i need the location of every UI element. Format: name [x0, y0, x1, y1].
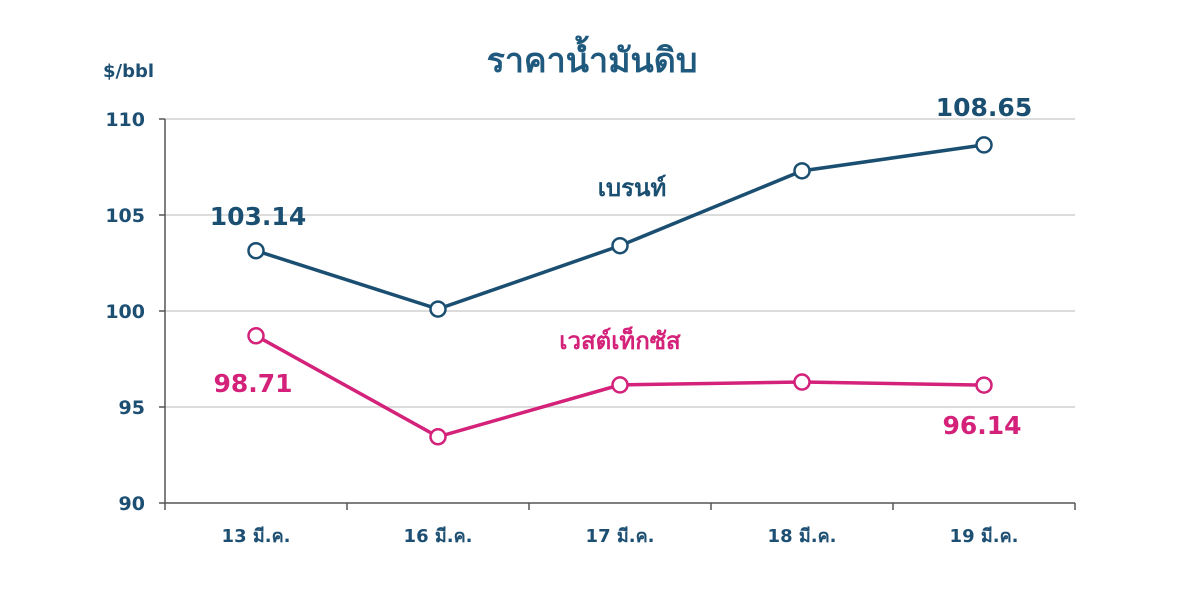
y-tick-label: 90: [119, 493, 145, 515]
series-label: เบรนท์: [598, 174, 667, 202]
data-point: [793, 373, 811, 391]
x-tick-label: 13 มี.ค.: [222, 526, 291, 547]
data-point: [247, 327, 265, 345]
data-point: [975, 376, 993, 394]
y-axis-label: $/bbl: [103, 61, 154, 82]
data-label: 108.65: [936, 93, 1032, 122]
data-label: 103.14: [210, 202, 306, 231]
data-label: 96.14: [942, 411, 1021, 440]
data-point: [611, 236, 629, 255]
x-tick-label: 16 มี.ค.: [404, 526, 473, 547]
y-tick-label: 95: [119, 397, 145, 419]
y-tick-label: 100: [105, 301, 145, 323]
data-point: [611, 376, 629, 394]
y-tick-label: 110: [105, 109, 145, 131]
series-line: [255, 143, 985, 311]
data-point: [429, 428, 447, 446]
series-label: เวสต์เท็กซัส: [559, 326, 681, 355]
data-label: 98.71: [213, 369, 292, 398]
data-point: [793, 162, 811, 180]
data-point: [247, 241, 265, 260]
x-tick-label: 17 มี.ค.: [586, 526, 655, 547]
data-point: [975, 136, 993, 154]
data-point: [429, 300, 447, 318]
x-tick-label: 18 มี.ค.: [768, 526, 837, 547]
y-tick-label: 105: [105, 205, 145, 227]
x-tick-label: 19 มี.ค.: [950, 526, 1019, 547]
chart-title: ราคาน้ำมันดิบ: [487, 35, 698, 81]
